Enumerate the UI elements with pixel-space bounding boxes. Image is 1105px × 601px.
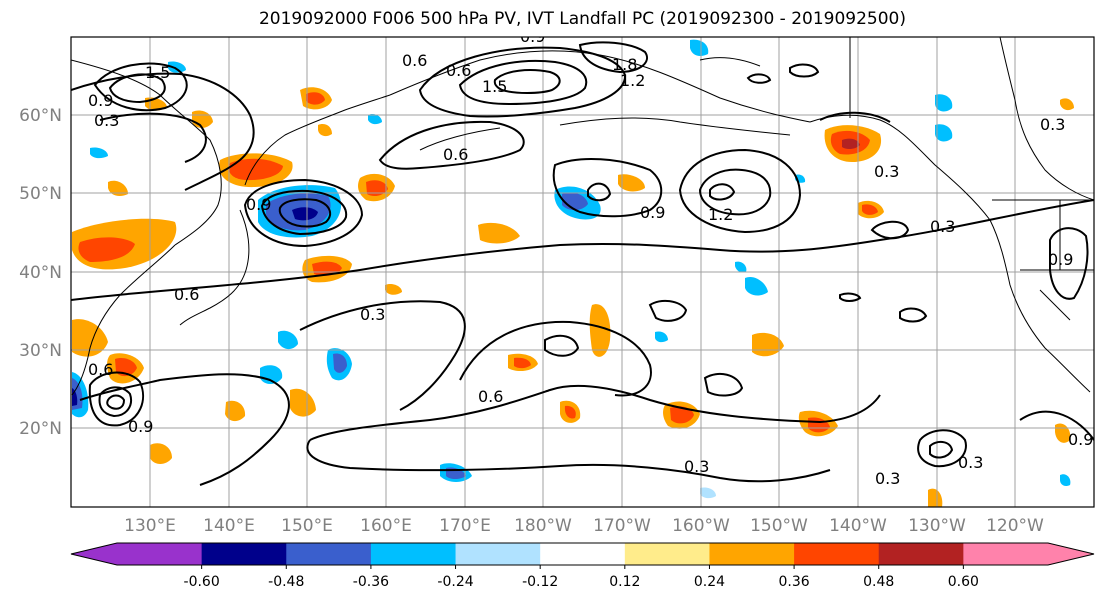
lon-label: 180°W	[514, 516, 572, 536]
colorbar-tick-label: -0.48	[268, 574, 304, 590]
colorbar: -0.60 -0.48 -0.36 -0.24 -0.12 0.12 0.24 …	[70, 542, 1095, 590]
contour-label: 0.6	[88, 360, 113, 379]
pv-contours	[71, 41, 1094, 486]
colorbar-segment	[963, 543, 1049, 565]
colorbar-segment	[117, 543, 203, 565]
colorbar-segment	[455, 543, 541, 565]
contour-label: 1.5	[482, 77, 507, 96]
contour-label: 0.3	[874, 162, 899, 181]
contour-label: 0.9	[1048, 250, 1073, 269]
contour-label: 1.8	[612, 55, 637, 74]
contour-label: 0.3	[958, 453, 983, 472]
colorbar-ticks	[201, 565, 964, 569]
longitude-labels: 130°E 140°E 150°E 160°E 170°E 180°W 170°…	[124, 516, 1044, 536]
graticule	[71, 37, 1094, 507]
contour-label: 0.3	[360, 305, 385, 324]
map-frame	[70, 36, 1095, 508]
colorbar-segment	[370, 543, 457, 565]
coastlines	[71, 37, 1094, 396]
contour-label: 1.2	[708, 205, 733, 224]
contour-label: 0.6	[478, 387, 503, 406]
colorbar-segment	[624, 543, 710, 565]
contour-label: 0.6	[402, 51, 427, 70]
colorbar-tick-label: 0.60	[948, 574, 979, 590]
lon-label: 140°W	[829, 516, 887, 536]
colorbar-arrow-right	[1048, 543, 1094, 565]
lon-label: 150°E	[281, 516, 333, 536]
map-content: 0.6 0.6 1.5 1.5 1.8 1.2 0.6 0.9 1.2 0.3 …	[71, 27, 1094, 507]
contour-label: 0.6	[446, 61, 471, 80]
contour-label: 0.9	[88, 91, 113, 110]
colorbar-tick-label: -0.36	[353, 574, 389, 590]
colorbar-tick-label: -0.60	[184, 574, 220, 590]
lon-label: 160°W	[672, 516, 730, 536]
lon-label: 160°E	[360, 516, 412, 536]
contour-label: 0.3	[94, 111, 119, 130]
colorbar-arrow-left	[71, 543, 117, 565]
lat-label-30n: 30°N	[19, 341, 62, 361]
colorbar-segment	[201, 543, 287, 565]
contour-label: 1.2	[620, 71, 645, 90]
contour-label: 0.3	[684, 457, 709, 476]
lon-label: 170°W	[593, 516, 651, 536]
lon-label: 150°W	[750, 516, 808, 536]
colorbar-tick-label: -0.24	[437, 574, 473, 590]
lon-label: 130°W	[908, 516, 966, 536]
lat-label-40n: 40°N	[19, 263, 62, 283]
colorbar-tick-label: 0.24	[694, 574, 725, 590]
latitude-labels: 60°N 50°N 40°N 30°N 20°N	[19, 106, 62, 439]
contour-label: 0.6	[174, 285, 199, 304]
lon-label: 170°E	[439, 516, 491, 536]
lon-label: 130°E	[124, 516, 176, 536]
colorbar-segment	[794, 543, 880, 565]
lat-label-60n: 60°N	[19, 106, 62, 126]
map-title: 2019092000 F006 500 hPa PV, IVT Landfall…	[258, 9, 906, 29]
contour-label: 0.3	[930, 217, 955, 236]
contour-labels: 0.6 0.6 1.5 1.5 1.8 1.2 0.6 0.9 1.2 0.3 …	[88, 27, 1093, 488]
colorbar-segment	[540, 543, 626, 565]
contour-label: 0.3	[875, 469, 900, 488]
contour-label: 0.9	[246, 195, 271, 214]
lat-label-50n: 50°N	[19, 184, 62, 204]
lon-label: 120°W	[986, 516, 1044, 536]
lat-label-20n: 20°N	[19, 419, 62, 439]
colorbar-tick-label: 0.48	[863, 574, 894, 590]
contour-label: 1.5	[145, 63, 170, 82]
colorbar-tick-label: 0.12	[609, 574, 640, 590]
colorbar-segment	[709, 543, 795, 565]
lon-label: 140°E	[203, 516, 255, 536]
contour-label: 0.9	[1068, 430, 1093, 449]
contour-label: 0.9	[640, 203, 665, 222]
colorbar-segment	[878, 543, 964, 565]
colorbar-outline	[70, 542, 1095, 566]
colorbar-segment	[286, 543, 372, 565]
contour-label: 0.6	[443, 145, 468, 164]
contour-label: 0.3	[1040, 115, 1065, 134]
contour-label: 0.9	[520, 27, 545, 46]
contour-label: 0.9	[128, 417, 153, 436]
colorbar-tick-label: 0.36	[779, 574, 810, 590]
colorbar-tick-label: -0.12	[522, 574, 558, 590]
